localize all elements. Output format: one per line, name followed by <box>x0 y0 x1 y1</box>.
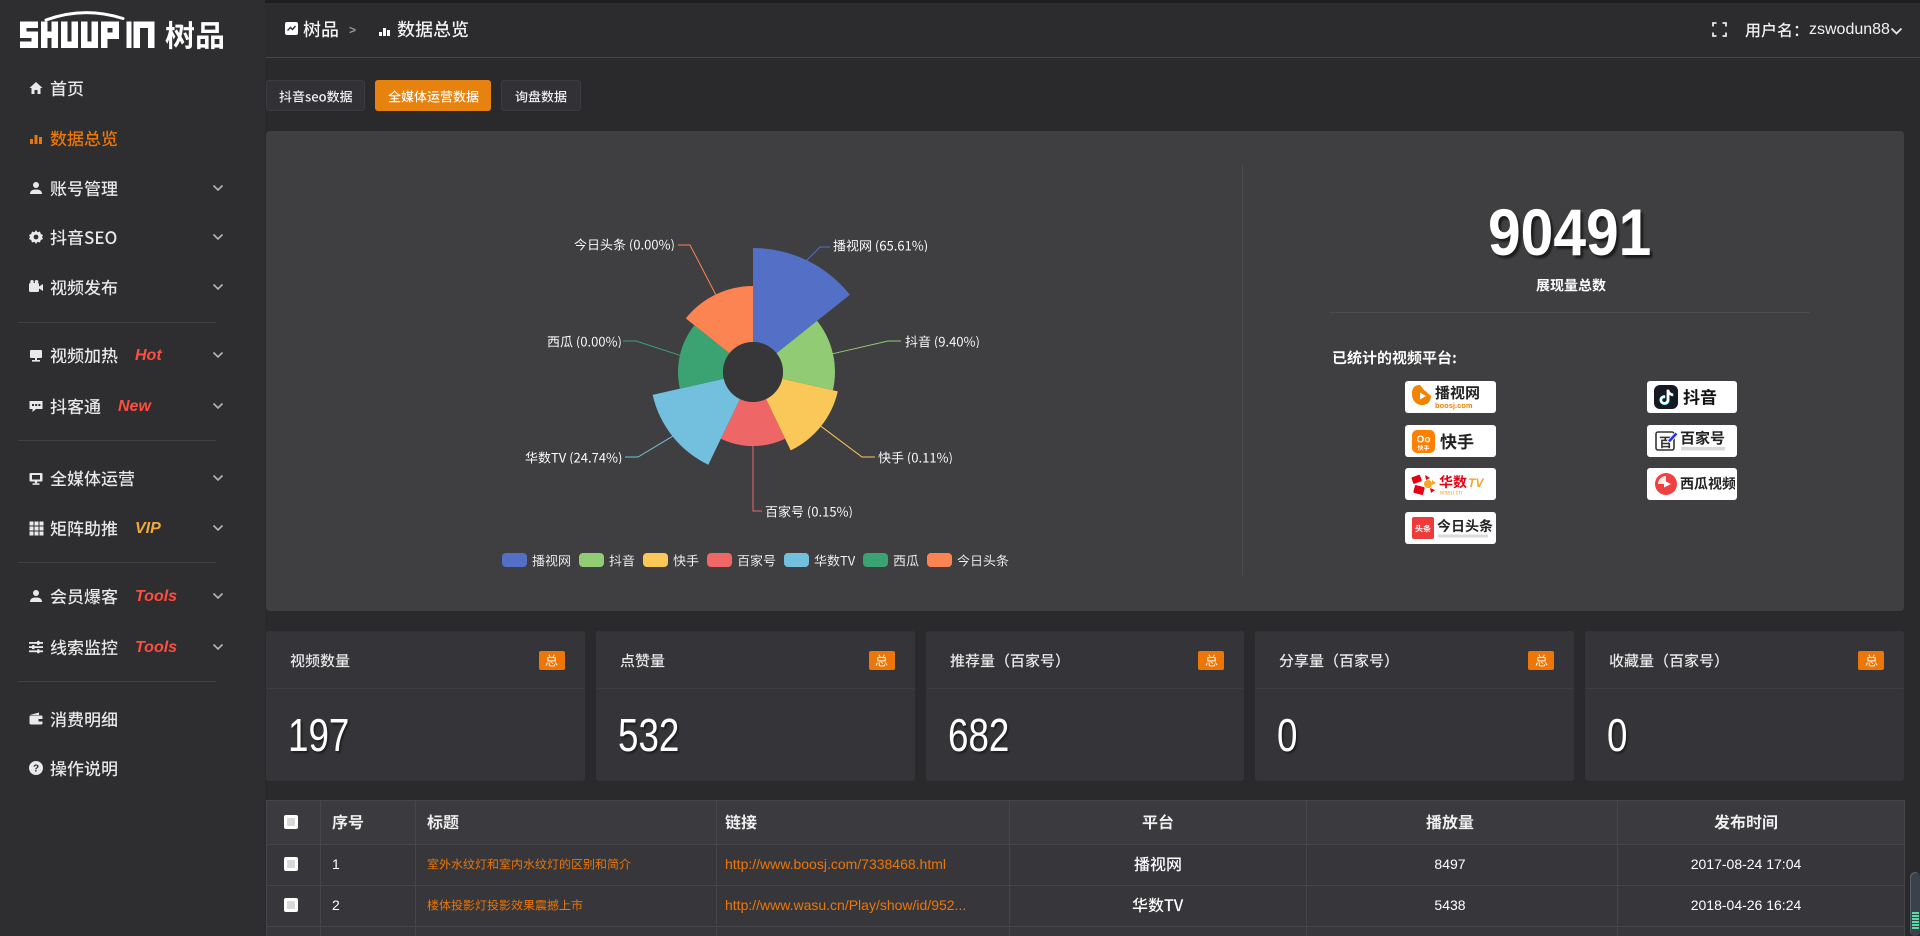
svg-text:?: ? <box>33 763 39 774</box>
svg-text:TV: TV <box>1468 476 1484 490</box>
svg-text:boosj.com: boosj.com <box>1435 401 1473 410</box>
svg-text:Oo: Oo <box>1417 434 1431 445</box>
svg-text:wasu.cn: wasu.cn <box>1439 491 1462 497</box>
